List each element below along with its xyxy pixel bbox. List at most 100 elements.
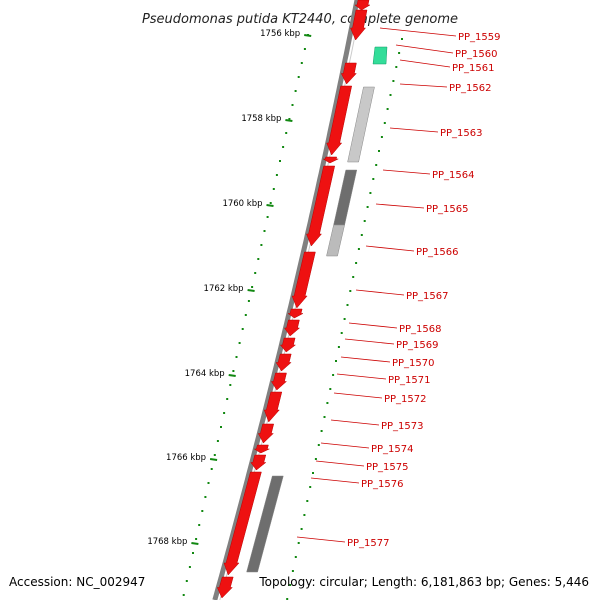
scale-minor-tick [213, 454, 216, 456]
gene-label[interactable]: PP_1575 [366, 462, 409, 473]
gene-arrow[interactable] [257, 423, 275, 444]
track-minor-tick [383, 122, 386, 124]
gene-arrow[interactable] [263, 391, 283, 423]
track-minor-tick [314, 458, 317, 460]
gene-arrow[interactable] [253, 444, 270, 454]
gene-arrow[interactable] [223, 471, 262, 576]
track-minor-tick [286, 598, 289, 600]
scale-tick-label: 1764 kbp [185, 369, 225, 379]
gene-arrow[interactable] [322, 156, 339, 164]
label-leader-line [389, 127, 439, 133]
label-leader-line [336, 373, 387, 380]
track-minor-tick [317, 444, 320, 446]
track-minor-tick [312, 472, 314, 474]
track-minor-tick [291, 570, 294, 572]
scale-minor-tick [282, 146, 285, 148]
gene-label[interactable]: PP_1562 [449, 83, 492, 94]
label-leader-line [399, 59, 451, 68]
scale-minor-tick [204, 496, 207, 498]
scale-minor-tick [247, 300, 250, 302]
gene-label[interactable]: PP_1561 [452, 63, 495, 74]
accession-text: Accession: NC_002947 [9, 575, 145, 589]
track-minor-tick [389, 94, 392, 96]
gene-arrow[interactable] [340, 62, 357, 85]
gene-arrow[interactable] [350, 9, 368, 41]
gene-arrow[interactable] [287, 308, 304, 319]
label-leader-line [333, 392, 383, 399]
scale-minor-tick [241, 328, 244, 330]
gene-arrow[interactable] [250, 454, 267, 471]
label-leader-line [395, 44, 454, 54]
gc-shading-blocks [246, 86, 375, 573]
label-leader-line [348, 322, 398, 329]
gene-arrow[interactable] [354, 0, 371, 11]
label-leader-line [310, 477, 360, 484]
gc-block [347, 86, 375, 163]
track-minor-tick [332, 374, 335, 376]
gc-block [246, 475, 284, 573]
gene-label[interactable]: PP_1574 [371, 444, 414, 455]
track-minor-tick [395, 66, 398, 68]
gene-label[interactable]: PP_1560 [455, 49, 498, 60]
label-leader-line [399, 83, 448, 88]
gc-block [326, 224, 345, 257]
gene-label[interactable]: PP_1573 [381, 421, 424, 432]
gene-features [216, 0, 388, 599]
label-leader-line [330, 419, 380, 426]
track-minor-tick [340, 332, 343, 334]
misc-feature[interactable] [372, 46, 388, 65]
scale-minor-tick [226, 398, 229, 400]
scale-minor-tick [188, 566, 191, 568]
gene-label[interactable]: PP_1564 [432, 170, 475, 181]
gene-arrow[interactable] [284, 319, 301, 337]
gene-label[interactable]: PP_1567 [406, 291, 449, 302]
label-leader-line [320, 442, 370, 449]
gene-arrow[interactable] [270, 372, 288, 391]
gene-arrow[interactable] [216, 576, 234, 599]
gene-label[interactable]: PP_1563 [440, 128, 483, 139]
gene-label[interactable]: PP_1565 [426, 204, 469, 215]
scale-minor-tick [288, 118, 291, 120]
gene-arrow[interactable] [275, 353, 292, 372]
scale-minor-tick [220, 426, 222, 428]
track-minor-tick [380, 136, 383, 138]
gene-label[interactable]: PP_1566 [416, 247, 459, 258]
gene-arrow[interactable] [326, 85, 353, 156]
label-leaders [296, 27, 457, 543]
label-leader-line [315, 460, 365, 467]
gene-arrow[interactable] [291, 251, 316, 309]
label-leader-line [379, 27, 457, 37]
gene-label[interactable]: PP_1568 [399, 324, 442, 335]
gene-label[interactable]: PP_1576 [361, 479, 404, 490]
scale-minor-tick [291, 104, 294, 106]
scale-tick-label: 1766 kbp [166, 453, 206, 463]
gene-label[interactable]: PP_1569 [396, 340, 439, 351]
track-minor-tick [323, 416, 326, 418]
gene-label[interactable]: PP_1572 [384, 394, 427, 405]
gene-arrow[interactable] [279, 337, 297, 353]
track-minor-tick [372, 178, 375, 180]
track-minor-tick [357, 248, 360, 250]
gc-block [333, 169, 358, 226]
track-minor-tick [398, 52, 401, 54]
scale-minor-tick [195, 538, 198, 540]
scale-minor-tick [216, 440, 219, 442]
track-minor-tick [366, 206, 369, 208]
track-minor-tick [349, 290, 352, 292]
scale-minor-tick [269, 202, 272, 204]
gene-label[interactable]: PP_1559 [458, 32, 501, 43]
track-minor-tick [335, 360, 337, 362]
gene-label[interactable]: PP_1570 [392, 358, 435, 369]
track-minor-tick [294, 556, 297, 558]
gene-label[interactable]: PP_1577 [347, 538, 390, 549]
scale-minor-tick [285, 132, 288, 134]
track-minor-tick [343, 318, 346, 320]
scale-minor-tick [210, 468, 213, 470]
gene-arrow[interactable] [306, 165, 336, 247]
scale-minor-tick [192, 552, 194, 554]
scale-minor-tick [182, 594, 185, 596]
gene-label[interactable]: PP_1571 [388, 375, 431, 386]
track-minor-tick [352, 276, 355, 278]
topology-text: Topology: circular; Length: 6,181,863 bp… [258, 575, 589, 589]
scale-minor-tick [303, 48, 306, 50]
